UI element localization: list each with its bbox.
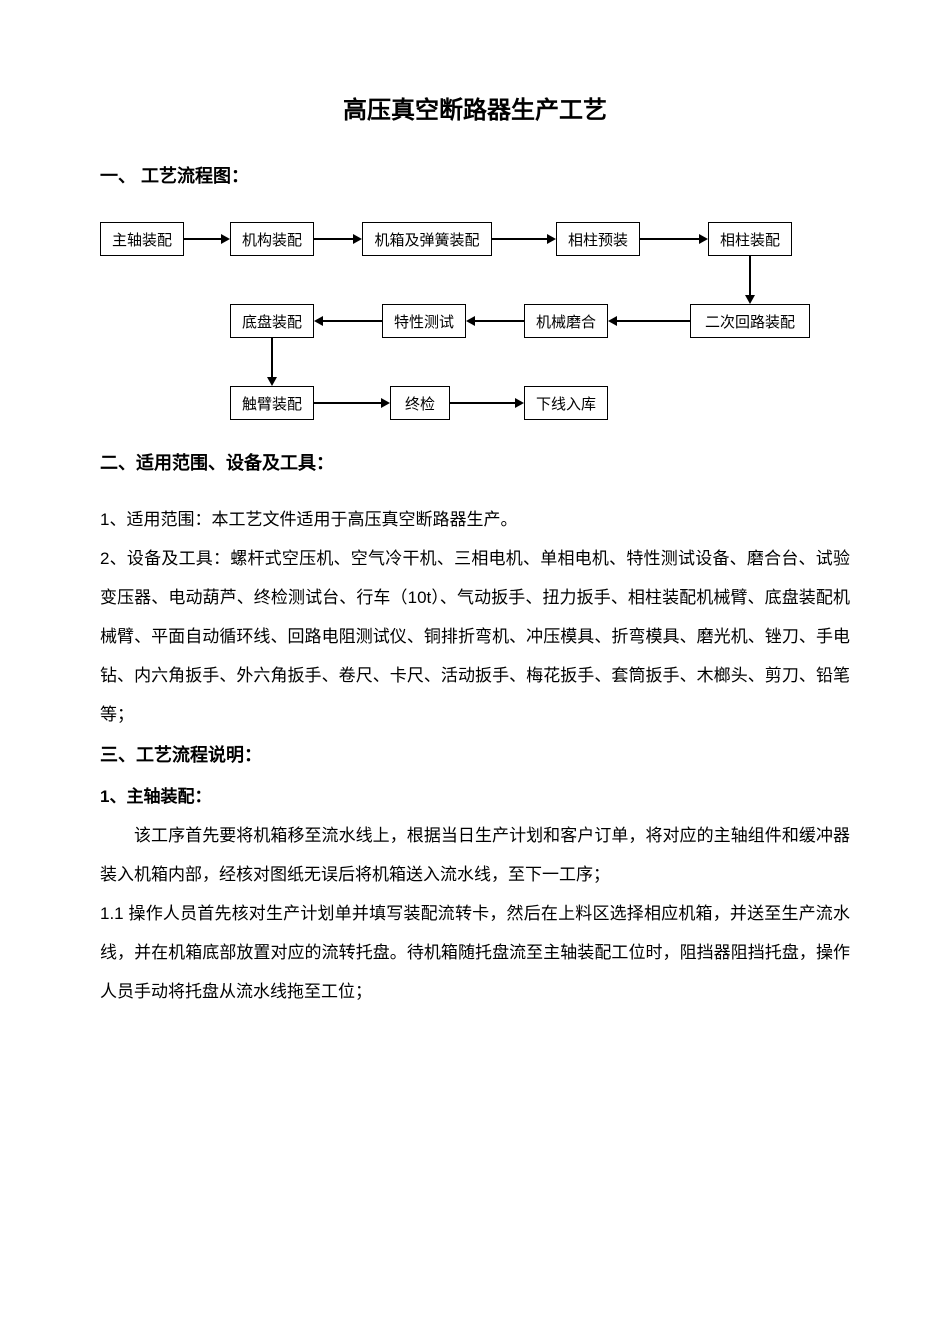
flow-node-10: 触臂装配 <box>230 386 314 420</box>
arrow-line <box>314 238 353 240</box>
subsection-1-p1: 该工序首先要将机箱移至流水线上，根据当日生产计划和客户订单，将对应的主轴组件和缓… <box>100 816 850 894</box>
section-2-heading: 二、适用范围、设备及工具： <box>100 447 850 479</box>
flow-node-12: 下线入库 <box>524 386 608 420</box>
arrow-head-icon <box>745 295 755 304</box>
arrow-line <box>640 238 699 240</box>
arrow-head-icon <box>466 316 475 326</box>
section-1-heading: 一、 工艺流程图： <box>100 160 850 192</box>
arrow-head-icon <box>221 234 230 244</box>
subsection-1-heading: 1、主轴装配： <box>100 777 850 816</box>
flow-node-2: 机构装配 <box>230 222 314 256</box>
flow-node-5: 相柱装配 <box>708 222 792 256</box>
arrow-line <box>749 256 751 295</box>
arrow-head-icon <box>267 377 277 386</box>
arrow-head-icon <box>608 316 617 326</box>
arrow-line <box>475 320 524 322</box>
flow-node-1: 主轴装配 <box>100 222 184 256</box>
flow-node-9: 二次回路装配 <box>690 304 810 338</box>
arrow-line <box>314 402 381 404</box>
flow-node-4: 相柱预装 <box>556 222 640 256</box>
flow-node-3: 机箱及弹簧装配 <box>362 222 492 256</box>
section-2-item-2: 2、设备及工具：螺杆式空压机、空气冷干机、三相电机、单相电机、特性测试设备、磨合… <box>100 539 850 734</box>
flow-node-6: 底盘装配 <box>230 304 314 338</box>
arrow-line <box>271 338 273 377</box>
flow-node-8: 机械磨合 <box>524 304 608 338</box>
flow-node-11: 终检 <box>390 386 450 420</box>
arrow-head-icon <box>547 234 556 244</box>
section-3-heading: 三、工艺流程说明： <box>100 739 850 771</box>
arrow-head-icon <box>515 398 524 408</box>
arrow-line <box>492 238 547 240</box>
flow-node-7: 特性测试 <box>382 304 466 338</box>
arrow-head-icon <box>314 316 323 326</box>
flowchart: 主轴装配 机构装配 机箱及弹簧装配 相柱预装 相柱装配 底盘装配 特性测试 机械… <box>100 212 850 432</box>
arrow-head-icon <box>381 398 390 408</box>
arrow-line <box>323 320 382 322</box>
arrow-head-icon <box>353 234 362 244</box>
arrow-line <box>450 402 515 404</box>
arrow-head-icon <box>699 234 708 244</box>
arrow-line <box>184 238 221 240</box>
subsection-1-p2: 1.1 操作人员首先核对生产计划单并填写装配流转卡，然后在上料区选择相应机箱，并… <box>100 894 850 1011</box>
section-2-item-1: 1、适用范围：本工艺文件适用于高压真空断路器生产。 <box>100 500 850 539</box>
document-title: 高压真空断路器生产工艺 <box>100 90 850 125</box>
arrow-line <box>617 320 690 322</box>
